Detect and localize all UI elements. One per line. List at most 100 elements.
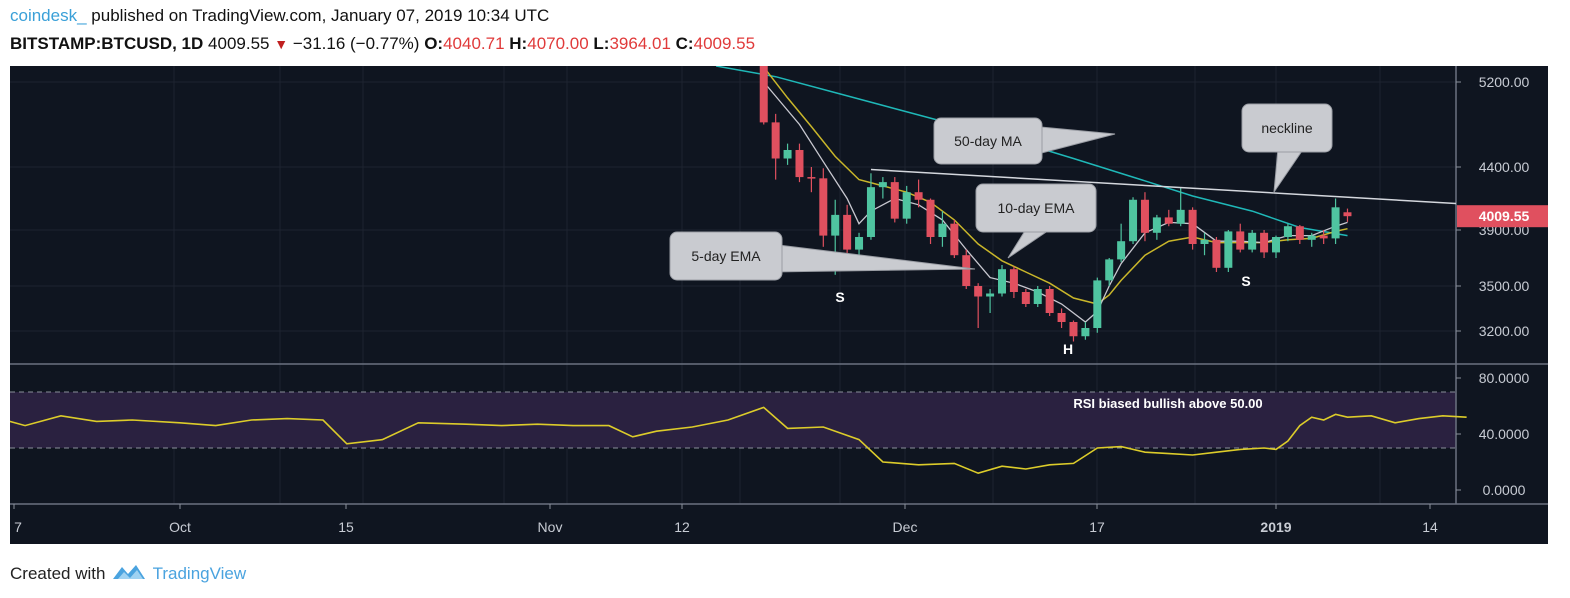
last-price-tag-label: 4009.55 [1479, 208, 1530, 224]
candle-body [1331, 207, 1340, 239]
candle-body [1319, 235, 1328, 239]
low-label: L: [593, 34, 610, 53]
candle-body [783, 150, 792, 159]
time-axis-label: 2019 [1260, 519, 1291, 535]
time-axis-label: 17 [1089, 519, 1105, 535]
rsi-axis-label: 40.0000 [1479, 426, 1530, 442]
time-axis-label: 14 [1422, 519, 1438, 535]
down-arrow-icon: ▼ [274, 36, 289, 52]
callout-5-day-ema-label: 5-day EMA [691, 248, 761, 264]
candle-body [1164, 217, 1173, 224]
candle-body [974, 286, 983, 297]
candle-body [962, 255, 971, 286]
publisher-link[interactable]: coindesk_ [10, 6, 87, 25]
candle-body [1069, 322, 1078, 337]
candle-body [902, 192, 911, 219]
chart-svg[interactable]: 50-day MA 10-day EMA 5-day EMA neckline S H S R… [10, 66, 1548, 544]
candle-body [1260, 232, 1269, 253]
candle-body [1248, 232, 1257, 250]
candle-body [807, 177, 816, 179]
open-label: O: [424, 34, 444, 53]
candle-body [1224, 231, 1233, 268]
main-pane [715, 66, 1456, 342]
candle-body [1176, 209, 1185, 224]
callout-5-day-ema: 5-day EMA [669, 231, 976, 281]
candle-body [1009, 269, 1018, 292]
callout-neckline: neckline [1241, 103, 1333, 194]
price-axis-label: 4400.00 [1479, 159, 1530, 175]
candle-body [938, 223, 947, 237]
callout-neckline-label: neckline [1261, 120, 1313, 136]
candle-body [855, 237, 864, 250]
candle-body [843, 214, 852, 250]
rsi-axis-label: 80.0000 [1479, 370, 1530, 386]
chart-header: coindesk_ published on TradingView.com, … [10, 4, 1560, 60]
tradingview-logo-icon [113, 565, 146, 579]
price-axis-label: 5200.00 [1479, 74, 1530, 90]
publish-line: coindesk_ published on TradingView.com, … [10, 6, 549, 26]
candle-body [771, 122, 780, 159]
callout-10-day-ema-label: 10-day EMA [997, 200, 1075, 216]
candle-body [831, 214, 840, 236]
time-axis-label: Oct [169, 519, 191, 535]
tradingview-brand-link[interactable]: TradingView [152, 564, 247, 583]
candle-body [1343, 212, 1352, 217]
callout-10-day-ema-box [975, 183, 1097, 233]
chart-area[interactable]: 50-day MA 10-day EMA 5-day EMA neckline S H S R… [10, 66, 1548, 544]
candle-body [1152, 217, 1161, 233]
candle-body [1295, 226, 1304, 240]
candle-body [1140, 199, 1149, 233]
last-price-tag [1457, 205, 1548, 228]
candle-body [1021, 292, 1030, 304]
close-value: 4009.55 [693, 34, 756, 53]
high-value: 4070.00 [527, 34, 589, 53]
rsi-annotation: RSI biased bullish above 50.00 [1073, 396, 1262, 411]
candle-body [1045, 289, 1054, 313]
candle-body [1081, 328, 1090, 337]
candle-body [1307, 235, 1316, 240]
candle-body [998, 269, 1006, 294]
callout-50-day-ma-box [933, 117, 1043, 165]
price-change: −31.16 (−0.77%) [292, 34, 420, 53]
time-axis-label: Nov [538, 519, 563, 535]
price-axis-label: 3200.00 [1479, 323, 1530, 339]
neckline-line [870, 168, 1456, 205]
high-label: H: [509, 34, 528, 53]
callout-10-day-ema: 10-day EMA [975, 183, 1097, 259]
published-text: published on TradingView.com, January 07… [91, 6, 550, 25]
candle-body [926, 199, 935, 237]
callout-50-day-ma-label: 50-day MA [954, 133, 1022, 149]
open-value: 4040.71 [443, 34, 505, 53]
time-axis-label: 12 [674, 519, 690, 535]
symbol-label: BITSTAMP:BTCUSD, 1D [10, 34, 204, 53]
rsi-line [10, 406, 1467, 475]
candle-body [1212, 239, 1221, 268]
pattern-label-h: H [1063, 341, 1073, 357]
candle-body [1033, 289, 1042, 304]
pattern-label-s: S [1241, 273, 1250, 289]
candle-body [878, 182, 887, 188]
created-with-text: Created with [10, 564, 106, 583]
close-label: C: [675, 34, 694, 53]
time-axis-label: 7 [14, 519, 22, 535]
candle-body [1200, 239, 1209, 244]
candle-body [1188, 209, 1197, 244]
candle-body [986, 293, 995, 297]
candle-body [1283, 226, 1292, 237]
candle-body [1105, 259, 1114, 281]
pattern-label-s: S [835, 289, 844, 305]
low-value: 3964.01 [609, 34, 671, 53]
candle-body [1129, 199, 1138, 242]
candle-body [914, 192, 923, 200]
candle-body [819, 178, 828, 236]
candle-body [890, 182, 899, 219]
candle-body [1093, 280, 1102, 328]
candle-body [1236, 231, 1245, 250]
candle-body [759, 66, 768, 123]
callout-neckline-box [1241, 103, 1333, 153]
candle-body [795, 150, 804, 178]
rsi-axis-label: 0.0000 [1483, 482, 1526, 498]
callout-50-day-ma: 50-day MA [933, 117, 1116, 165]
candle-body [950, 223, 959, 256]
callout-5-day-ema-box [669, 231, 783, 281]
